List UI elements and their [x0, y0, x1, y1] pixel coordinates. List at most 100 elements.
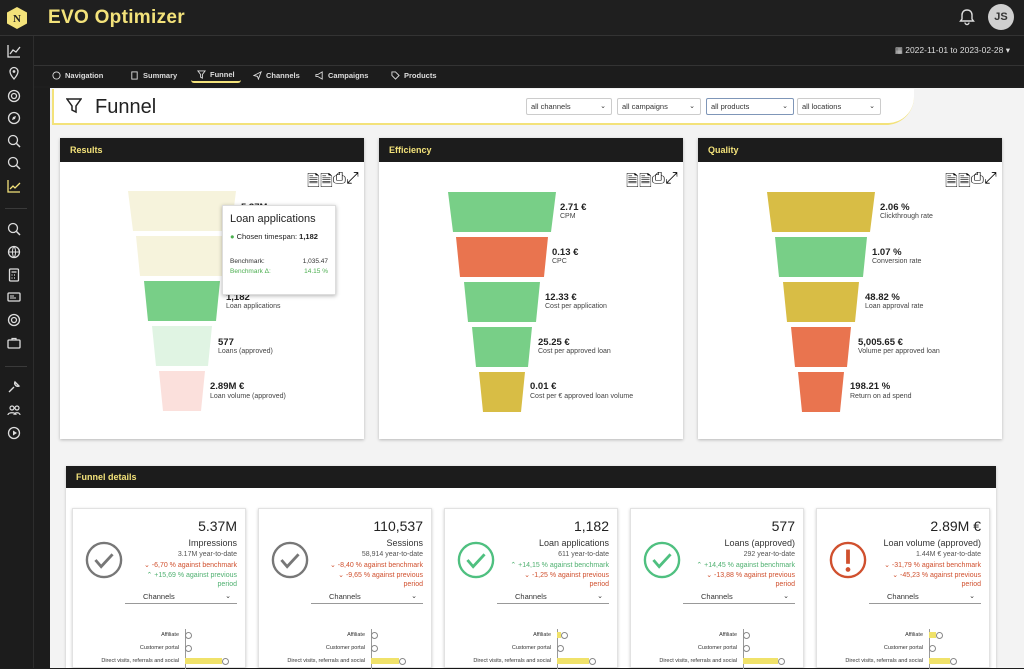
channels-select[interactable]: Channels ⌄ — [311, 592, 423, 604]
metric-label: CPM — [560, 213, 576, 220]
bar-marker — [222, 657, 229, 665]
check-circle-icon — [643, 541, 681, 579]
document-icon[interactable]: 🗎 — [958, 173, 971, 190]
bar-label: Customer portal — [511, 645, 551, 651]
pdf-icon[interactable]: 🗎 — [945, 173, 958, 190]
pdf-icon[interactable]: 🗎 — [626, 173, 639, 190]
logo-icon[interactable]: N — [6, 6, 28, 30]
avatar[interactable]: JS — [988, 4, 1014, 30]
metric-label: Loan approval rate — [865, 303, 924, 310]
channel-filter[interactable]: all channels ⌄ — [526, 98, 612, 115]
metric-value: 0.13 € — [552, 247, 579, 258]
benchmark-delta: ⌃ +14,45 % against benchmark — [696, 562, 795, 569]
print-icon[interactable]: ⎙ — [971, 170, 984, 187]
channels-select[interactable]: Channels ⌄ — [125, 592, 237, 604]
tab-campaigns[interactable]: Campaigns — [309, 68, 374, 83]
target-icon[interactable] — [7, 89, 21, 103]
search-icon[interactable] — [7, 222, 21, 236]
previous-delta: ⌄ -45,23 % against previous — [892, 572, 981, 579]
previous-delta: ⌃ +15,69 % against previous — [146, 572, 237, 579]
content-gutter — [34, 88, 50, 668]
expand-icon[interactable]: ⤢ — [984, 170, 997, 187]
previous-delta-suffix: period — [217, 581, 237, 588]
search-chart-icon[interactable] — [7, 156, 21, 170]
chevron-down-icon: ⌄ — [689, 103, 695, 110]
channels-select[interactable]: Channels ⌄ — [497, 592, 609, 604]
id-card-icon[interactable] — [7, 290, 21, 304]
bar — [557, 632, 561, 638]
card-value: 1,182 — [573, 518, 609, 534]
channels-select[interactable]: Channels ⌄ — [683, 592, 795, 604]
bar — [185, 658, 222, 664]
benchmark-delta: ⌃ +14,15 % against benchmark — [510, 562, 609, 569]
card-ytd: 611 year-to-date — [558, 551, 609, 558]
pdf-icon[interactable]: 🗎 — [307, 173, 320, 190]
bar-marker — [950, 657, 957, 665]
target-icon[interactable] — [7, 313, 21, 327]
trend-icon[interactable] — [7, 179, 21, 193]
card-ytd: 3.17M year-to-date — [177, 551, 237, 558]
tag-icon — [391, 71, 400, 80]
panel-tools: 🗎 🗎 ⎙ ⤢ — [307, 170, 359, 190]
compass-icon — [52, 71, 61, 80]
compass-icon[interactable] — [7, 111, 21, 125]
chevron-down-icon: ⌄ — [597, 593, 603, 600]
metric-value: 25.25 € — [538, 337, 570, 348]
funnel-step-volume — [159, 371, 205, 411]
chart-icon[interactable] — [7, 44, 21, 58]
metric-label: Volume per approved loan — [858, 348, 940, 355]
bar-marker — [371, 631, 378, 639]
play-icon[interactable] — [7, 426, 21, 440]
card-ytd: 1.44M € year-to-date — [916, 551, 981, 558]
location-pin-icon[interactable] — [7, 66, 21, 80]
tab-products[interactable]: Products — [385, 68, 443, 83]
bar-marker — [743, 644, 750, 652]
metric-card: 5.37M Impressions 3.17M year-to-date ⌄ -6,7… — [72, 508, 246, 669]
briefcase-icon[interactable] — [7, 336, 21, 350]
bar-marker — [399, 657, 406, 665]
tooltip: Loan applications ● Chosen timespan: 1,1… — [222, 205, 336, 295]
expand-icon[interactable]: ⤢ — [346, 170, 359, 187]
card-name: Loan applications — [538, 538, 609, 548]
campaign-filter[interactable]: all campaigns ⌄ — [617, 98, 701, 115]
app-title: EVO Optimizer — [48, 7, 185, 28]
bar-label: Customer portal — [139, 645, 179, 651]
globe-icon[interactable] — [7, 245, 21, 259]
funnel-step-applications — [144, 281, 220, 321]
product-filter[interactable]: all products ⌄ — [706, 98, 794, 115]
card-name: Loans (approved) — [724, 538, 795, 548]
zoom-icon[interactable] — [7, 134, 21, 148]
tab-summary[interactable]: Summary — [124, 68, 183, 83]
location-filter[interactable]: all locations ⌄ — [797, 98, 881, 115]
card-ytd: 292 year-to-date — [743, 551, 795, 558]
metric-value: 1,182 — [226, 292, 250, 303]
tab-channels[interactable]: Channels — [247, 68, 306, 83]
calendar-icon: ▦ — [894, 45, 906, 55]
wrench-icon[interactable] — [7, 380, 21, 394]
print-icon[interactable]: ⎙ — [333, 170, 346, 187]
calculator-icon[interactable] — [7, 268, 21, 282]
metric-card: 577 Loans (approved) 292 year-to-date ⌃ +14… — [630, 508, 804, 669]
bell-icon[interactable] — [958, 8, 976, 26]
print-icon[interactable]: ⎙ — [652, 170, 665, 187]
document-icon[interactable]: 🗎 — [320, 173, 333, 190]
benchmark-delta: ⌄ -8,40 % against benchmark — [329, 562, 423, 569]
document-icon[interactable]: 🗎 — [639, 173, 652, 190]
bar-label: Affiliate — [161, 632, 179, 638]
expand-icon[interactable]: ⤢ — [665, 170, 678, 187]
metric-value: 0.01 € — [530, 381, 557, 392]
chevron-down-icon: ⌄ — [600, 103, 606, 110]
metric-label: Conversion rate — [872, 258, 922, 265]
bar-label: Customer portal — [883, 645, 923, 651]
metric-value: 577 — [218, 337, 234, 348]
benchmark-delta: ⌄ -31,79 % against benchmark — [884, 562, 981, 569]
bar-marker — [561, 631, 568, 639]
tab-funnel[interactable]: Funnel — [191, 68, 241, 83]
users-icon[interactable] — [7, 403, 21, 417]
chevron-down-icon: ⌄ — [225, 593, 231, 600]
channels-select[interactable]: Channels ⌄ — [869, 592, 981, 604]
divider — [5, 208, 27, 209]
metric-label: Cost per approved loan — [538, 348, 611, 355]
date-range-picker[interactable]: ▦ 2022-11-01 to 2023-02-28 ▾ — [894, 45, 1010, 55]
tab-navigation[interactable]: Navigation — [46, 68, 109, 83]
